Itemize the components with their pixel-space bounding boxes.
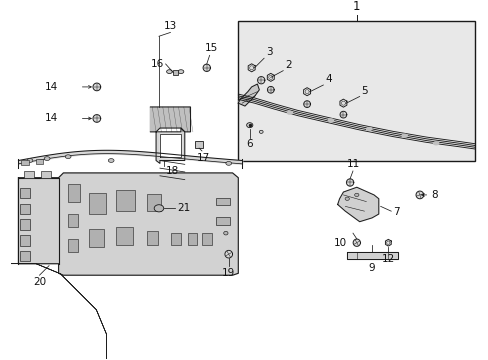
Ellipse shape: [225, 162, 231, 165]
Polygon shape: [346, 252, 397, 259]
Bar: [20, 219, 30, 230]
Ellipse shape: [246, 123, 252, 128]
Text: 5: 5: [361, 86, 367, 95]
Bar: [195, 141, 203, 148]
Text: 20: 20: [33, 277, 46, 287]
Polygon shape: [93, 83, 101, 91]
Bar: [146, 194, 161, 211]
Polygon shape: [339, 111, 346, 118]
Text: 6: 6: [246, 139, 253, 149]
Text: 3: 3: [265, 47, 272, 57]
Bar: [68, 239, 78, 252]
Ellipse shape: [433, 142, 438, 145]
Bar: [116, 228, 133, 244]
Bar: [202, 233, 211, 244]
Ellipse shape: [178, 70, 183, 73]
Text: 7: 7: [392, 207, 399, 217]
Text: 18: 18: [165, 166, 179, 176]
Polygon shape: [19, 173, 238, 275]
Text: 8: 8: [430, 190, 437, 200]
Bar: [20, 251, 30, 261]
Bar: [21, 160, 29, 165]
Bar: [172, 70, 177, 76]
Ellipse shape: [366, 127, 371, 130]
Polygon shape: [93, 114, 101, 122]
Text: 14: 14: [45, 113, 59, 123]
Text: 16: 16: [150, 59, 163, 69]
Text: 12: 12: [381, 254, 394, 264]
Text: 19: 19: [222, 267, 235, 278]
Text: 13: 13: [163, 21, 177, 31]
Text: 1: 1: [352, 0, 360, 13]
Polygon shape: [156, 128, 184, 163]
Polygon shape: [203, 64, 210, 71]
Polygon shape: [257, 77, 264, 84]
Text: 14: 14: [45, 82, 59, 92]
Text: 21: 21: [177, 203, 190, 213]
Polygon shape: [238, 84, 259, 106]
Bar: [146, 231, 158, 244]
FancyBboxPatch shape: [238, 21, 474, 161]
Bar: [20, 188, 30, 198]
Bar: [216, 198, 229, 206]
Bar: [41, 171, 51, 178]
Ellipse shape: [166, 70, 172, 73]
Bar: [187, 233, 197, 244]
Ellipse shape: [401, 134, 407, 137]
Bar: [216, 217, 229, 225]
Bar: [20, 203, 30, 214]
Polygon shape: [339, 99, 346, 107]
Bar: [89, 193, 106, 214]
Polygon shape: [415, 191, 423, 199]
Ellipse shape: [328, 119, 333, 122]
Polygon shape: [352, 239, 360, 246]
Bar: [68, 214, 78, 228]
Bar: [116, 190, 135, 211]
Polygon shape: [267, 73, 274, 81]
Ellipse shape: [223, 231, 227, 235]
Bar: [68, 184, 80, 202]
Polygon shape: [385, 239, 390, 246]
Bar: [20, 235, 30, 246]
Ellipse shape: [354, 193, 358, 197]
Text: 11: 11: [346, 159, 359, 169]
Polygon shape: [160, 134, 181, 157]
Polygon shape: [248, 64, 255, 72]
Text: 10: 10: [333, 238, 346, 248]
Text: 15: 15: [204, 44, 218, 54]
Ellipse shape: [286, 111, 292, 114]
Ellipse shape: [44, 157, 50, 161]
Ellipse shape: [345, 197, 349, 201]
Ellipse shape: [27, 159, 33, 162]
Bar: [24, 171, 34, 178]
Ellipse shape: [108, 159, 114, 162]
Polygon shape: [337, 187, 378, 222]
Text: 9: 9: [368, 263, 375, 273]
Polygon shape: [303, 101, 310, 108]
Ellipse shape: [259, 130, 263, 133]
Bar: [171, 233, 181, 244]
Bar: [89, 229, 103, 247]
Ellipse shape: [65, 155, 71, 159]
Polygon shape: [150, 107, 190, 132]
Polygon shape: [267, 86, 274, 93]
Polygon shape: [346, 179, 353, 186]
Polygon shape: [303, 88, 310, 96]
Bar: [36, 159, 43, 164]
Text: 4: 4: [325, 74, 331, 84]
Text: 2: 2: [285, 60, 291, 70]
Ellipse shape: [154, 205, 163, 212]
Text: 17: 17: [197, 153, 210, 163]
Polygon shape: [224, 250, 232, 258]
